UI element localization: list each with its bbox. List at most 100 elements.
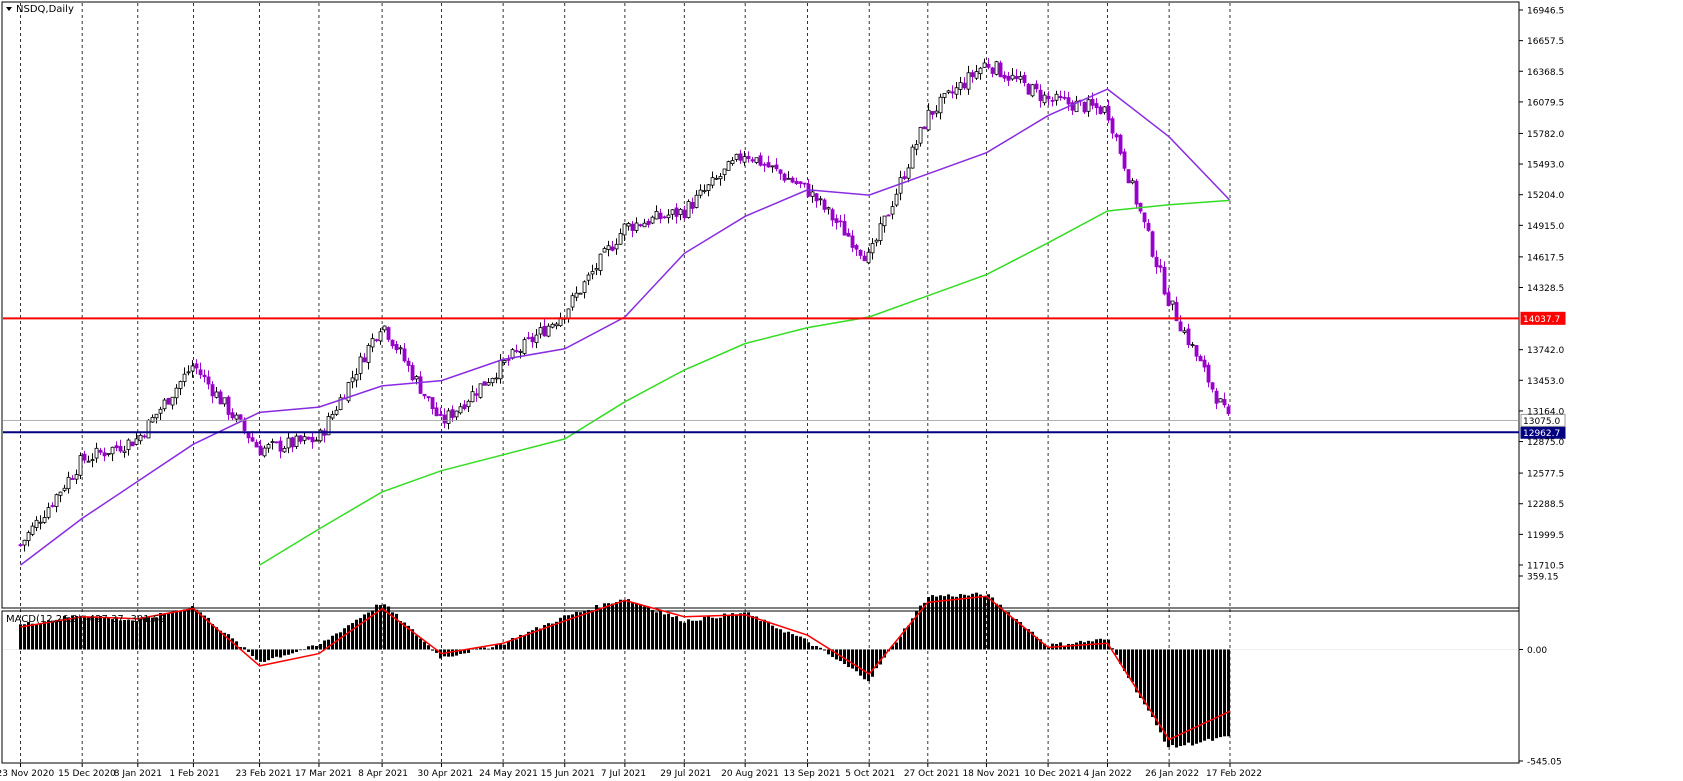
chart-menu-arrow-icon[interactable] [6, 7, 12, 11]
candle-body [1082, 101, 1087, 113]
candle-body [810, 191, 815, 197]
candle-body [406, 360, 411, 366]
candle-body [918, 126, 923, 144]
macd-bar [387, 606, 391, 650]
candle-body [1098, 106, 1103, 115]
time-tick-label: 17 Feb 2022 [1206, 769, 1262, 779]
moving-average-purple [20, 88, 1231, 566]
candle-body [70, 478, 75, 480]
macd-bar [71, 615, 75, 650]
candle-body [178, 381, 183, 389]
macd-signal-line [20, 595, 1231, 741]
candle-body [934, 110, 939, 114]
macd-bar [815, 646, 819, 650]
macd-bar [627, 599, 631, 650]
candle-body [690, 202, 695, 209]
macd-bar [511, 638, 515, 650]
candle-body [634, 222, 639, 231]
candle-body [626, 223, 631, 227]
candle-body [910, 146, 915, 169]
candle-body [794, 181, 799, 185]
candle-body [66, 476, 71, 490]
macd-bar [127, 620, 131, 650]
candle-body [22, 539, 27, 546]
macd-bar [791, 634, 795, 650]
candle-body [302, 436, 307, 441]
macd-bar [715, 618, 719, 650]
candle-body [898, 177, 903, 194]
price-tick-label: 14328.5 [1527, 284, 1564, 294]
macd-bar [747, 612, 751, 650]
candle-body [90, 459, 95, 461]
macd-bar [1063, 645, 1067, 650]
macd-bar [83, 615, 87, 650]
candle-body [602, 248, 607, 253]
time-tick-label: 24 May 2021 [479, 769, 538, 779]
level-price-tag [1520, 413, 1566, 427]
macd-bar [915, 611, 919, 650]
candle-body [538, 327, 543, 335]
macd-bar [751, 616, 755, 650]
candle-body [946, 90, 951, 93]
macd-bar [1035, 636, 1039, 650]
candle-body [74, 474, 79, 480]
macd-bar [163, 613, 167, 650]
candle-body [786, 177, 791, 180]
macd-bar [123, 619, 127, 650]
macd-bar [775, 628, 779, 650]
macd-bar [823, 649, 827, 651]
macd-bar [1071, 644, 1075, 650]
candle-body [1134, 180, 1139, 205]
macd-bar [643, 606, 647, 650]
macd-bar [403, 622, 407, 650]
macd-bar [951, 596, 955, 650]
candle-body [970, 72, 975, 78]
candle-body [1050, 99, 1055, 102]
candle-body [658, 212, 663, 219]
macd-bar [967, 595, 971, 650]
candle-body [746, 156, 751, 159]
macd-bar [547, 623, 551, 650]
macd-bar [423, 641, 427, 650]
candle-body [670, 209, 675, 215]
price-tick-label: 14915.0 [1527, 222, 1564, 232]
candle-body [370, 338, 375, 348]
macd-bar [1115, 649, 1119, 655]
macd-bar [75, 615, 79, 650]
candle-body [790, 177, 795, 183]
candle-body [338, 397, 343, 410]
macd-bar [1043, 643, 1047, 650]
candle-body [698, 189, 703, 196]
candle-body [270, 441, 275, 443]
macd-bar [155, 617, 159, 650]
macd-bar [919, 605, 923, 650]
time-tick-label: 29 Jul 2021 [660, 769, 711, 779]
price-tick-label: 15782.0 [1527, 130, 1564, 140]
candle-body [1062, 97, 1067, 99]
candle-body [630, 223, 635, 231]
candle-body [354, 374, 359, 381]
candle-body [474, 393, 479, 396]
macd-bar [1159, 649, 1163, 733]
macd-bar [407, 625, 411, 650]
candle-body [870, 243, 875, 254]
candle-body [26, 532, 31, 542]
moving-averages [20, 88, 1231, 566]
macd-bar [1119, 649, 1123, 664]
candle-body [42, 517, 47, 523]
macd-bar [647, 607, 651, 650]
macd-bar [159, 612, 163, 650]
candle-body [926, 109, 931, 131]
macd-bar [427, 645, 431, 650]
candle-body [514, 350, 519, 352]
macd-bar [207, 617, 211, 650]
candle-body [778, 169, 783, 174]
candle-body [266, 444, 271, 449]
macd-bar [1187, 649, 1191, 743]
macd-bar [231, 638, 235, 650]
macd-bar [795, 635, 799, 650]
candle-body [386, 327, 391, 340]
macd-bar [255, 649, 259, 660]
level-price-label: 12962.7 [1523, 429, 1560, 439]
